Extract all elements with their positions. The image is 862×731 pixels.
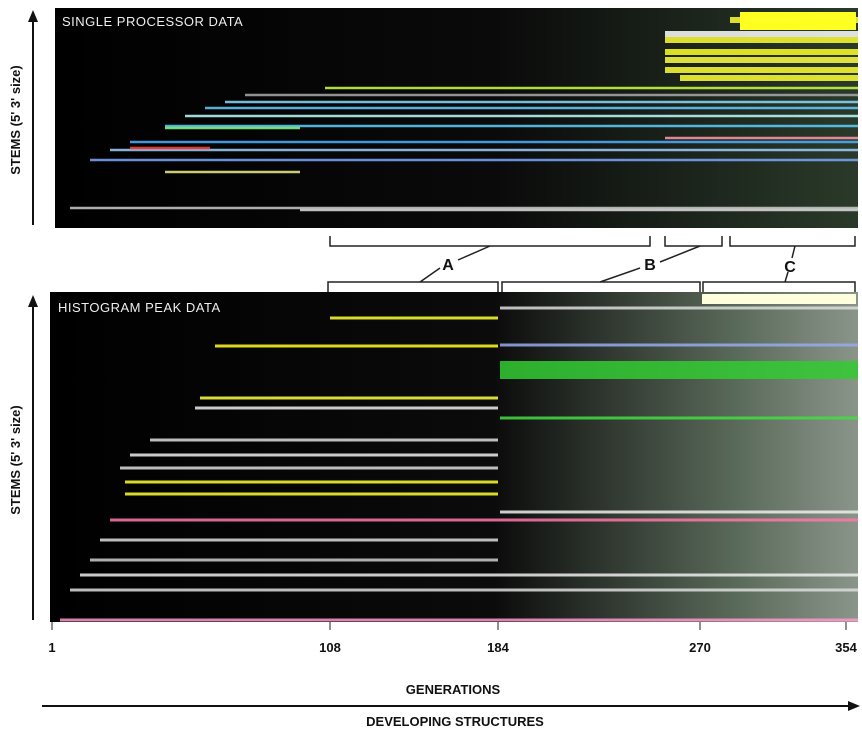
- bracket-label: B: [644, 257, 656, 274]
- bracket: [665, 236, 722, 246]
- page: {"panels": [ {"title": "SINGLE PROCESSOR…: [0, 0, 862, 731]
- connector: [420, 246, 490, 282]
- highlight: [740, 12, 856, 30]
- arrow-head: [848, 701, 860, 711]
- figure: SINGLE PROCESSOR DATA HISTOGRAM PEAK DAT…: [0, 0, 862, 731]
- bracket-label: A: [442, 257, 454, 274]
- bracket: [330, 236, 650, 246]
- panel-title: SINGLE PROCESSOR DATA: [62, 14, 243, 29]
- x-axis-label: GENERATIONS: [406, 682, 501, 697]
- y-axis-label: STEMS (5' 3' size): [8, 65, 23, 175]
- panel-title: HISTOGRAM PEAK DATA: [58, 300, 221, 315]
- bracket: [730, 236, 855, 246]
- x-tick-label: 108: [319, 640, 341, 655]
- bracket: [703, 282, 855, 292]
- x-tick-label: 1: [48, 640, 55, 655]
- highlight: [702, 294, 856, 304]
- bracket: [502, 282, 700, 292]
- x-tick-label: 184: [487, 640, 509, 655]
- x-ticks: 1 108 184 270 354: [48, 622, 857, 655]
- bracket-label: C: [784, 259, 796, 276]
- brackets: [328, 236, 855, 292]
- panel: SINGLE PROCESSOR DATA: [55, 8, 858, 228]
- panel-background: [50, 292, 858, 622]
- bottom-label: DEVELOPING STRUCTURES: [366, 714, 544, 729]
- x-tick-label: 270: [689, 640, 711, 655]
- panel: HISTOGRAM PEAK DATA: [50, 292, 858, 622]
- x-tick-label: 354: [835, 640, 857, 655]
- bracket: [328, 282, 498, 292]
- arrow-head: [28, 295, 38, 307]
- y-axis-label: STEMS (5' 3' size): [8, 405, 23, 515]
- arrow-head: [28, 10, 38, 22]
